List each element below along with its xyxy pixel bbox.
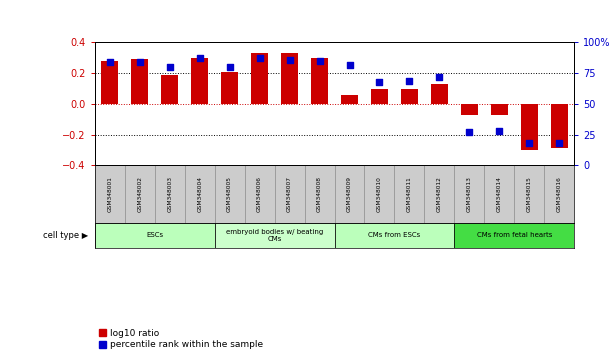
- Bar: [244, 165, 274, 223]
- Bar: [371, 88, 388, 104]
- Bar: [455, 223, 574, 248]
- Text: GSM348001: GSM348001: [107, 176, 112, 212]
- Bar: [221, 72, 238, 104]
- Point: [434, 74, 444, 80]
- Bar: [214, 165, 244, 223]
- Bar: [101, 61, 118, 104]
- Point: [255, 56, 265, 61]
- Bar: [274, 165, 304, 223]
- Text: GSM348007: GSM348007: [287, 176, 292, 212]
- Bar: [544, 165, 574, 223]
- Point: [464, 129, 474, 135]
- Text: CMs from fetal hearts: CMs from fetal hearts: [477, 232, 552, 238]
- Bar: [191, 58, 208, 104]
- Text: GSM348016: GSM348016: [557, 176, 562, 212]
- Bar: [551, 104, 568, 148]
- Text: GSM348008: GSM348008: [317, 176, 322, 212]
- Text: GSM348005: GSM348005: [227, 176, 232, 212]
- Point: [285, 57, 295, 63]
- Bar: [431, 84, 448, 104]
- Point: [404, 78, 414, 84]
- Text: GSM348015: GSM348015: [527, 176, 532, 212]
- Bar: [214, 223, 335, 248]
- Bar: [425, 165, 455, 223]
- Point: [105, 59, 115, 65]
- Bar: [514, 165, 544, 223]
- Point: [135, 59, 145, 65]
- Text: GSM348009: GSM348009: [347, 176, 352, 212]
- Bar: [395, 165, 425, 223]
- Text: GSM348012: GSM348012: [437, 176, 442, 212]
- Bar: [334, 165, 365, 223]
- Bar: [281, 53, 298, 104]
- Point: [315, 58, 324, 64]
- Point: [345, 62, 354, 67]
- Point: [225, 64, 235, 70]
- Bar: [491, 104, 508, 115]
- Point: [524, 140, 534, 146]
- Text: GSM348014: GSM348014: [497, 176, 502, 212]
- Bar: [125, 165, 155, 223]
- Text: CMs from ESCs: CMs from ESCs: [368, 232, 420, 238]
- Point: [554, 140, 564, 146]
- Bar: [304, 165, 335, 223]
- Bar: [95, 223, 214, 248]
- Text: GSM348011: GSM348011: [407, 176, 412, 212]
- Bar: [342, 95, 358, 104]
- Text: GSM348002: GSM348002: [137, 176, 142, 212]
- Text: ESCs: ESCs: [146, 232, 163, 238]
- Bar: [155, 165, 185, 223]
- Point: [494, 128, 504, 134]
- Bar: [311, 58, 327, 104]
- Bar: [521, 104, 538, 150]
- Text: GSM348013: GSM348013: [467, 176, 472, 212]
- Point: [165, 64, 175, 70]
- Text: GSM348010: GSM348010: [377, 176, 382, 212]
- Text: GSM348003: GSM348003: [167, 176, 172, 212]
- Text: embryoid bodies w/ beating
CMs: embryoid bodies w/ beating CMs: [226, 229, 323, 242]
- Bar: [365, 165, 395, 223]
- Bar: [161, 75, 178, 104]
- Point: [195, 56, 205, 61]
- Bar: [485, 165, 514, 223]
- Bar: [95, 165, 125, 223]
- Bar: [131, 59, 148, 104]
- Bar: [401, 88, 418, 104]
- Text: GSM348006: GSM348006: [257, 176, 262, 212]
- Bar: [185, 165, 214, 223]
- Text: GSM348004: GSM348004: [197, 176, 202, 212]
- Bar: [334, 223, 455, 248]
- Legend: log10 ratio, percentile rank within the sample: log10 ratio, percentile rank within the …: [99, 329, 263, 349]
- Bar: [251, 53, 268, 104]
- Point: [375, 79, 384, 85]
- Bar: [455, 165, 485, 223]
- Text: cell type ▶: cell type ▶: [43, 231, 88, 240]
- Bar: [461, 104, 478, 115]
